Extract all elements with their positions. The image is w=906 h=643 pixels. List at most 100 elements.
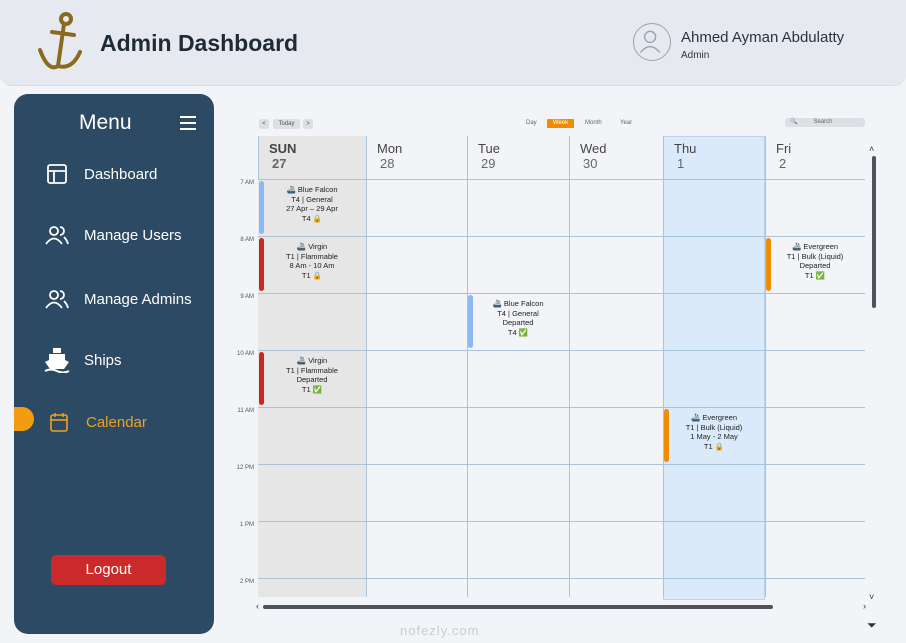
- column-divider: [569, 179, 570, 597]
- avatar[interactable]: [633, 23, 671, 61]
- day-name: Thu: [674, 141, 697, 156]
- page-title: Admin Dashboard: [100, 30, 299, 56]
- event-line: T4 ✅: [507, 327, 529, 337]
- ship-icon: [44, 347, 70, 373]
- scroll-down-icon[interactable]: ˅: [869, 592, 875, 602]
- time-label: 2 PM: [239, 579, 254, 585]
- event-line: 🚢 Blue Falcon: [492, 299, 544, 308]
- day-header-sun[interactable]: SUN 27: [258, 136, 366, 179]
- day-name: SUN: [269, 141, 297, 156]
- event-card[interactable]: 🚢 Virgin T1 | Flammable 8 Am - 10 Am T1 🔒: [259, 237, 365, 292]
- header: Admin Dashboard Ahmed Ayman Abdulatty Ad…: [0, 0, 906, 86]
- view-month[interactable]: Month: [585, 120, 602, 126]
- day-date: 30: [583, 156, 598, 171]
- sidebar-item-ships[interactable]: Ships: [44, 347, 122, 373]
- event-card[interactable]: 🚢 Evergreen T1 | Bulk (Liquid) Departed T1 …: [766, 237, 864, 292]
- today-column-bg: [663, 136, 765, 600]
- sidebar-item-dashboard[interactable]: Dashboard: [44, 161, 157, 187]
- view-day[interactable]: Day: [526, 120, 537, 126]
- day-header-mon[interactable]: Mon 28: [366, 136, 467, 179]
- watermark: nofezly.com: [400, 623, 480, 638]
- event-line: 🚢 Virgin: [296, 242, 328, 251]
- user-name: Ahmed Ayman Abdulatty: [681, 29, 845, 46]
- scroll-left-icon[interactable]: ‹: [256, 601, 259, 611]
- sidebar-item-label: Dashboard: [84, 165, 158, 183]
- day-header-fri[interactable]: Fri 2: [765, 136, 865, 179]
- sidebar-item-label: Manage Admins: [84, 290, 192, 308]
- day-name: Wed: [580, 141, 607, 156]
- anchor-logo-icon: [38, 12, 82, 70]
- day-date: 1: [677, 156, 685, 171]
- event-line: T4 🔒: [301, 213, 323, 223]
- event-line: T1 🔒: [703, 441, 725, 451]
- event-card[interactable]: 🚢 Virgin T1 | Flammable Departed T1 ✅: [259, 351, 365, 406]
- event-color-bar: [468, 295, 473, 348]
- hour-line: [258, 407, 865, 408]
- event-color-bar: [664, 409, 669, 462]
- next-button[interactable]: >: [303, 119, 313, 129]
- sidebar-item-manage-admins[interactable]: Manage Admins: [44, 286, 192, 312]
- active-indicator: [14, 407, 34, 431]
- column-divider: [765, 179, 766, 597]
- hour-line: [258, 578, 865, 579]
- event-line: 🚢 Blue Falcon: [286, 185, 338, 194]
- event-line: Departed: [296, 375, 328, 384]
- column-divider: [366, 179, 367, 597]
- hamburger-icon[interactable]: [180, 116, 196, 134]
- prev-button[interactable]: <: [259, 119, 269, 129]
- day-header-thu[interactable]: Thu 1: [663, 136, 765, 179]
- day-header-wed[interactable]: Wed 30: [569, 136, 663, 179]
- hour-line: [258, 293, 865, 294]
- horizontal-scrollbar[interactable]: [263, 605, 773, 609]
- event-color-bar: [259, 238, 264, 291]
- view-year[interactable]: Year: [620, 120, 633, 126]
- time-label: 1 PM: [239, 522, 254, 528]
- logout-button[interactable]: Logout: [51, 555, 166, 585]
- event-line: T1 | Flammable: [286, 365, 338, 375]
- event-card[interactable]: 🚢 Blue Falcon T4 | General 27 Apr – 29 Apr…: [259, 180, 365, 235]
- sidebar-item-label: Calendar: [86, 413, 147, 431]
- hour-line: [258, 464, 865, 465]
- hour-line: [258, 179, 865, 180]
- today-button[interactable]: Today: [273, 119, 300, 129]
- sidebar-item-calendar[interactable]: Calendar: [46, 409, 147, 435]
- event-line: 8 Am - 10 Am: [289, 261, 335, 270]
- view-week[interactable]: Week: [547, 119, 574, 128]
- hour-line: [258, 350, 865, 351]
- layout-icon: [44, 161, 70, 187]
- event-line: 🚢 Evergreen: [690, 413, 738, 422]
- event-line: T1 | Bulk (Liquid): [786, 251, 844, 261]
- filter-icon[interactable]: ⏷: [867, 618, 877, 632]
- scroll-right-icon[interactable]: ›: [863, 601, 866, 611]
- users-icon: [44, 286, 70, 312]
- calendar-icon: [46, 409, 72, 435]
- event-line: T1 ✅: [301, 384, 323, 394]
- event-card[interactable]: 🚢 Blue Falcon T4 | General Departed T4 ✅: [468, 294, 568, 349]
- time-label: 7 AM: [240, 180, 254, 186]
- day-name: Tue: [478, 141, 500, 156]
- day-name: Mon: [377, 141, 403, 156]
- time-label: 9 AM: [240, 294, 254, 300]
- sidebar-item-label: Ships: [84, 351, 122, 369]
- vertical-scrollbar[interactable]: [872, 156, 876, 308]
- search-input[interactable]: 🔍 Search: [785, 118, 865, 127]
- user-role: Admin: [681, 50, 710, 61]
- menu-title: Menu: [79, 111, 132, 134]
- sunday-column-bg: [258, 136, 366, 597]
- sidebar-item-manage-users[interactable]: Manage Users: [44, 222, 182, 248]
- hour-line: [258, 236, 865, 237]
- event-line: T1 | Bulk (Liquid): [685, 422, 743, 432]
- event-card[interactable]: 🚢 Evergreen T1 | Bulk (Liquid) 1 May - 2 M…: [664, 408, 764, 463]
- event-line: T1 | Flammable: [286, 251, 338, 261]
- day-date: 29: [481, 156, 496, 171]
- column-divider: [467, 179, 468, 597]
- sidebar-item-label: Manage Users: [84, 226, 182, 244]
- event-line: 1 May - 2 May: [690, 432, 738, 441]
- time-label: 11 AM: [237, 408, 254, 414]
- day-header-tue[interactable]: Tue 29: [467, 136, 569, 179]
- event-line: Departed: [799, 261, 831, 270]
- scroll-up-icon[interactable]: ˄: [869, 144, 875, 154]
- event-line: 🚢 Virgin: [296, 356, 328, 365]
- event-line: T1 ✅: [804, 270, 826, 280]
- sidebar: Menu Dashboard Manage Users Manage Admin…: [14, 94, 214, 634]
